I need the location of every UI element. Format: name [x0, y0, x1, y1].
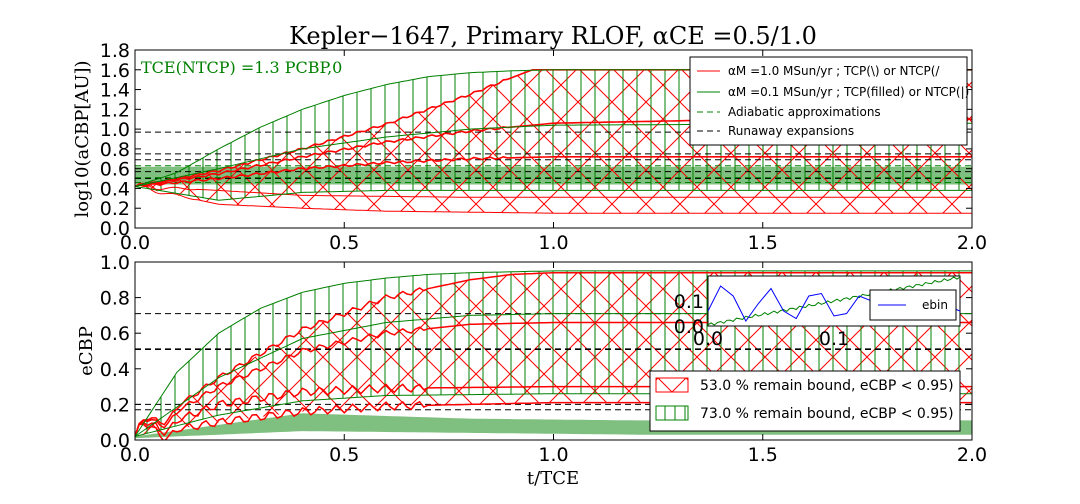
top-panel: 0.0 0.5 1.0 1.5 2.00.00.20.40.60.81.01.21.41… [72, 40, 987, 254]
bottom-ytick-label: 0.2 [100, 394, 130, 416]
bottom-ytick-label: 0.4 [100, 359, 130, 381]
top-xtick-label: 0.0 [120, 232, 150, 254]
bottom-xlabel: t/TCE [527, 468, 579, 489]
bottom-series-red-upper [135, 271, 972, 437]
bottom-xtick-label: 1.5 [748, 444, 778, 466]
top-ytick-label: 0.8 [100, 139, 130, 161]
inset-green-line [707, 276, 961, 326]
top-series-red-mid-2 [135, 155, 972, 188]
top-xtick-label: 1.5 [748, 232, 778, 254]
legend-swatch-green [655, 405, 689, 421]
top-ytick-label: 1.4 [100, 80, 130, 102]
top-legend: αM =1.0 MSun/yr ; TCP(\) or NTCP(/ αM =0… [689, 56, 969, 146]
bottom-ylabel: eCBP [76, 326, 97, 376]
legend-label-red-bound: 53.0 % remain bound, eCBP < 0.95) [700, 378, 954, 394]
bottom-xtick-label: 2.0 [957, 444, 987, 466]
legend-label-runaway: Runaway expansions [728, 124, 854, 138]
legend-label-green: αM =0.1 MSun/yr ; TCP(filled) or NTCP(|) [728, 85, 969, 99]
bottom-ytick-label: 1.0 [100, 252, 130, 274]
top-legend-box [689, 56, 968, 146]
legend-label-adiabatic: Adiabatic approximations [728, 105, 881, 119]
legend-label-green-bound: 73.0 % remain bound, eCBP < 0.95) [700, 406, 954, 422]
top-ytick-label: 1.6 [100, 60, 130, 82]
chart-title: Kepler−1647, Primary RLOF, αCE =0.5/1.0 [289, 22, 817, 50]
top-ytick-label: 1.2 [100, 99, 130, 121]
bottom-ytick-label: 0.8 [100, 288, 130, 310]
top-ytick-label: 1.0 [100, 119, 130, 141]
top-xtick-label: 0.5 [329, 232, 359, 254]
bottom-green-filled-band [135, 413, 972, 439]
bottom-legend-box [649, 370, 961, 432]
bottom-ytick-label: 0.0 [100, 430, 130, 452]
inset-chart: 0.0 0.1 0.0 0.1 ebin [674, 275, 961, 350]
bottom-ytick-label: 0.6 [100, 323, 130, 345]
bottom-xtick-label: 0.0 [120, 444, 150, 466]
top-ticks: 0.0 0.5 1.0 1.5 2.00.00.20.40.60.81.01.21.41… [100, 40, 987, 254]
top-series-red-lower-1 [135, 182, 972, 198]
inset-legend-box [869, 289, 957, 321]
top-ylabel: log10(aCBP[AU]) [72, 60, 93, 217]
legend-swatch-red [655, 377, 689, 393]
bottom-series-green-upper [135, 270, 972, 437]
inset-ticks: 0.0 0.1 0.0 0.1 [674, 291, 849, 350]
top-annotation: TCE(NTCP) =1.3 PCBP,0 [141, 58, 342, 77]
legend-label-red: αM =1.0 MSun/yr ; TCP(\) or NTCP(/ [728, 64, 940, 78]
top-ytick-label: 0.4 [100, 178, 130, 200]
inset-ytick-label: 0.0 [674, 316, 704, 338]
top-xtick-label: 2.0 [957, 232, 987, 254]
bottom-xtick-label: 1.0 [538, 444, 568, 466]
inset-xtick-label: 0.1 [819, 328, 849, 350]
top-ytick-label: 0.2 [100, 198, 130, 220]
bottom-legend: 53.0 % remain bound, eCBP < 0.95) 73.0 %… [649, 370, 961, 432]
top-series-green-lower [135, 186, 972, 201]
bottom-xtick-label: 0.5 [329, 444, 359, 466]
top-xtick-label: 1.0 [538, 232, 568, 254]
top-ytick-label: 1.8 [100, 40, 130, 62]
bottom-ticks: 0.0 0.5 1.0 1.5 2.0 0.0 0.2 0.4 0.6 0.8 1.0 [100, 252, 987, 466]
inset-ytick-label: 0.1 [674, 291, 704, 313]
bottom-panel: 0.0 0.5 1.0 1.5 2.0 0.0 0.2 0.4 0.6 0.8 1.0 eCBP t… [76, 252, 987, 489]
inset-legend-label: ebin [922, 298, 948, 312]
top-series-red-lower-2 [135, 183, 972, 214]
inset-xtick-label: 0.0 [693, 328, 723, 350]
top-ytick-label: 0.6 [100, 159, 130, 181]
top-ytick-label: 0.0 [100, 218, 130, 240]
